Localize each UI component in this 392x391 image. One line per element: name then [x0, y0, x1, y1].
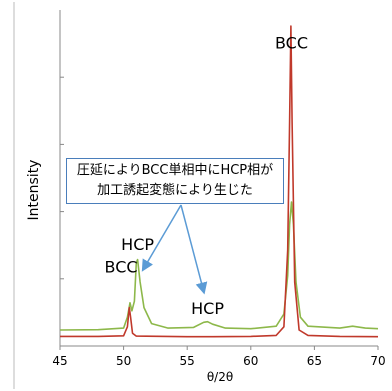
x-tick-labels: 45 50 55 60 65 70: [52, 346, 386, 368]
series-line-0: [60, 25, 379, 338]
callout-arrows: [141, 204, 208, 295]
peak-label: BCC: [105, 257, 138, 276]
y-axis-label: Intensity: [26, 160, 42, 221]
x-tick-label: 55: [180, 354, 195, 368]
peak-label: HCP: [121, 235, 154, 254]
callout-line-2: 加工誘起変態により生じた: [97, 183, 253, 198]
peak-label: BCC: [275, 33, 308, 52]
callout-line-1: 圧延によりBCC単相中にHCP相が: [76, 163, 274, 178]
x-axis-label: θ/2θ: [207, 370, 233, 384]
chart-axes: [13, 2, 378, 389]
x-tick-label: 70: [370, 354, 385, 368]
x-tick-label: 65: [307, 354, 322, 368]
series-line-1: [59, 201, 379, 331]
callout-box: 圧延によりBCC単相中にHCP相が 加工誘起変態により生じた: [66, 158, 284, 204]
x-tick-label: 45: [52, 354, 67, 368]
peak-annotations: BCC HCP BCC HCP: [105, 33, 308, 318]
chart-gridlines: [60, 76, 64, 280]
x-tick-label: 50: [116, 354, 131, 368]
chart-series-layer: [59, 25, 379, 338]
arrow-to-hcp-1: [141, 204, 182, 272]
peak-label: HCP: [191, 299, 224, 318]
x-tick-label: 60: [243, 354, 258, 368]
arrow-to-hcp-2: [180, 204, 208, 295]
